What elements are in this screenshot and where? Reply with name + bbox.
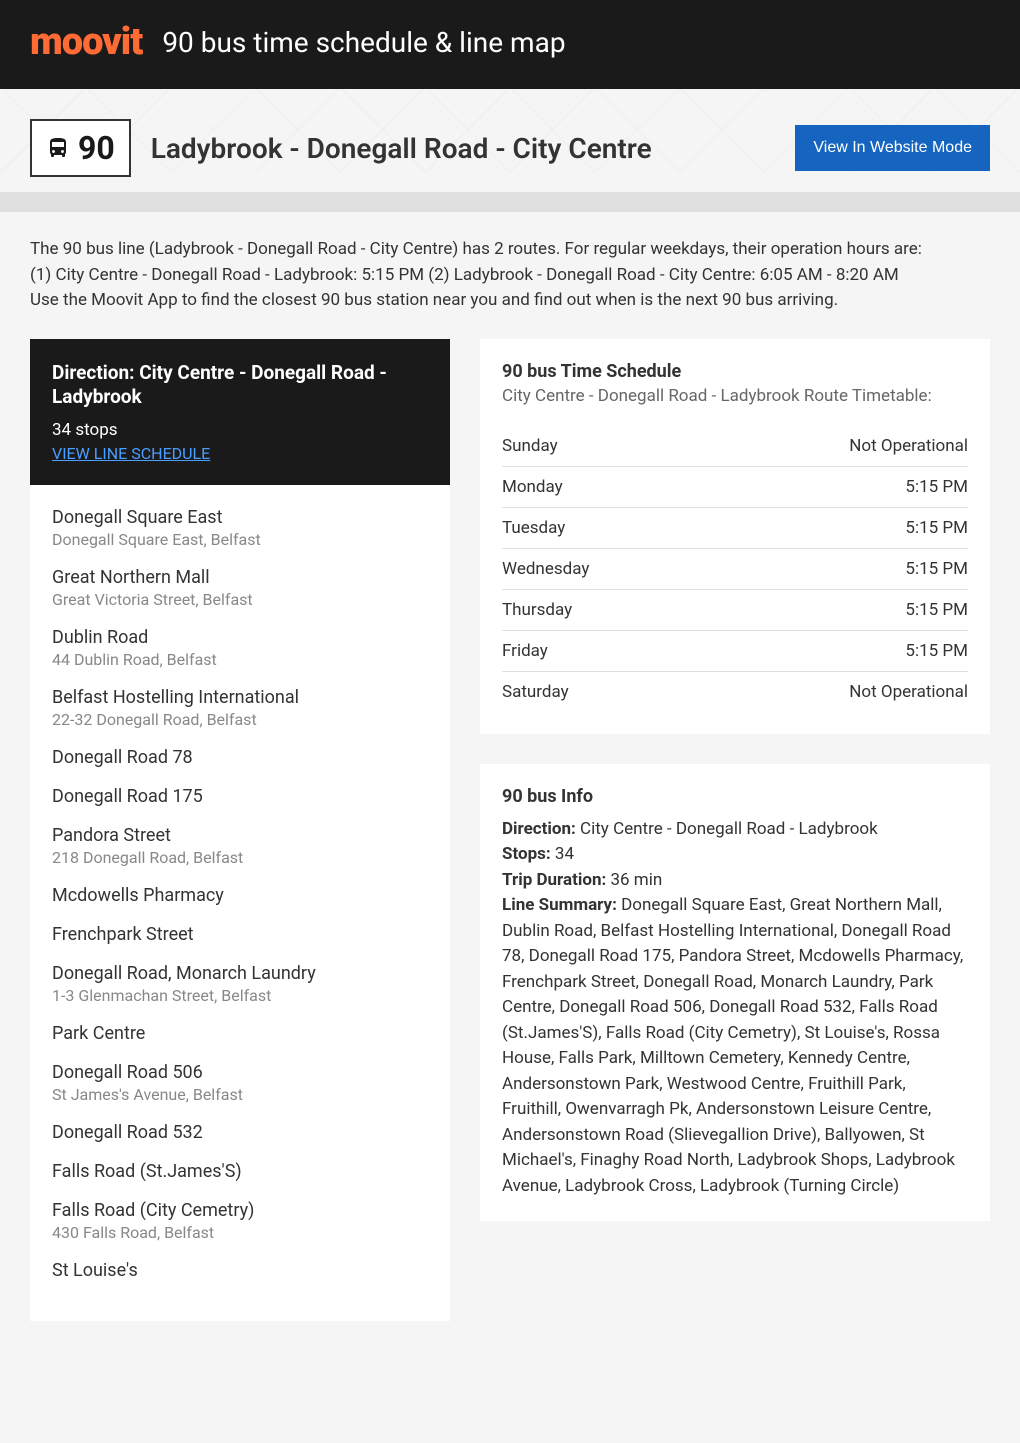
schedule-subtitle: City Centre - Donegall Road - Ladybrook … bbox=[502, 386, 968, 406]
stop-item[interactable]: Donegall Square East Donegall Square East… bbox=[52, 507, 428, 549]
stop-name: Park Centre bbox=[52, 1023, 428, 1044]
stop-item[interactable]: Frenchpark Street bbox=[52, 924, 428, 945]
route-badge: 90 bbox=[30, 119, 131, 177]
info-duration-label: Trip Duration: bbox=[502, 870, 606, 890]
left-column: Direction: City Centre - Donegall Road -… bbox=[30, 339, 450, 1321]
stop-item[interactable]: Pandora Street 218 Donegall Road, Belfast bbox=[52, 825, 428, 867]
stop-item[interactable]: Mcdowells Pharmacy bbox=[52, 885, 428, 906]
direction-card: Direction: City Centre - Donegall Road -… bbox=[30, 339, 450, 485]
schedule-time: Not Operational bbox=[849, 436, 968, 456]
stop-item[interactable]: Dublin Road 44 Dublin Road, Belfast bbox=[52, 627, 428, 669]
website-mode-button[interactable]: View In Website Mode bbox=[795, 125, 990, 171]
route-description: The 90 bus line (Ladybrook - Donegall Ro… bbox=[0, 212, 1020, 339]
moovit-logo: moovit bbox=[30, 20, 142, 64]
stops-list: Donegall Square East Donegall Square East… bbox=[30, 485, 450, 1321]
info-summary-value: Donegall Square East, Great Northern Mal… bbox=[502, 895, 963, 1196]
schedule-day: Thursday bbox=[502, 600, 572, 620]
stop-item[interactable]: Great Northern Mall Great Victoria Street… bbox=[52, 567, 428, 609]
stop-name: Donegall Road 532 bbox=[52, 1122, 428, 1143]
schedule-day: Wednesday bbox=[502, 559, 589, 579]
stop-item[interactable]: Donegall Road 532 bbox=[52, 1122, 428, 1143]
right-column: 90 bus Time Schedule City Centre - Doneg… bbox=[480, 339, 990, 1222]
route-header: 90 Ladybrook - Donegall Road - City Cent… bbox=[0, 89, 1020, 212]
stop-name: Mcdowells Pharmacy bbox=[52, 885, 428, 906]
route-number: 90 bbox=[78, 129, 115, 167]
app-header: moovit 90 bus time schedule & line map bbox=[0, 0, 1020, 89]
stop-item[interactable]: Donegall Road 78 bbox=[52, 747, 428, 768]
stop-name: Donegall Road 506 bbox=[52, 1062, 428, 1083]
schedule-row: Tuesday 5:15 PM bbox=[502, 508, 968, 549]
view-schedule-link[interactable]: VIEW LINE SCHEDULE bbox=[52, 444, 210, 463]
schedule-row: Saturday Not Operational bbox=[502, 672, 968, 712]
main-content: Direction: City Centre - Donegall Road -… bbox=[0, 339, 1020, 1351]
info-summary-label: Line Summary: bbox=[502, 895, 617, 915]
info-stops-label: Stops: bbox=[502, 844, 551, 864]
stop-address: 44 Dublin Road, Belfast bbox=[52, 650, 428, 669]
stop-address: 1-3 Glenmachan Street, Belfast bbox=[52, 986, 428, 1005]
stop-item[interactable]: Falls Road (St.James'S) bbox=[52, 1161, 428, 1182]
stop-item[interactable]: Donegall Road 175 bbox=[52, 786, 428, 807]
schedule-day: Friday bbox=[502, 641, 548, 661]
stop-name: Falls Road (City Cemetry) bbox=[52, 1200, 428, 1221]
schedule-card: 90 bus Time Schedule City Centre - Doneg… bbox=[480, 339, 990, 734]
stop-name: Dublin Road bbox=[52, 627, 428, 648]
info-duration-value: 36 min bbox=[606, 870, 662, 890]
schedule-time: 5:15 PM bbox=[905, 559, 968, 579]
stop-name: Belfast Hostelling International bbox=[52, 687, 428, 708]
stop-name: Great Northern Mall bbox=[52, 567, 428, 588]
bus-icon bbox=[46, 136, 70, 160]
stop-item[interactable]: Belfast Hostelling International 22-32 Do… bbox=[52, 687, 428, 729]
stop-name: Falls Road (St.James'S) bbox=[52, 1161, 428, 1182]
info-direction-label: Direction: bbox=[502, 819, 576, 839]
schedule-time: 5:15 PM bbox=[905, 477, 968, 497]
stop-name: St Louise's bbox=[52, 1260, 428, 1281]
schedule-day: Monday bbox=[502, 477, 563, 497]
stop-item[interactable]: Donegall Road 506 St James's Avenue, Belf… bbox=[52, 1062, 428, 1104]
schedule-day: Tuesday bbox=[502, 518, 565, 538]
schedule-row: Sunday Not Operational bbox=[502, 426, 968, 467]
schedule-rows: SundayNot OperationalMonday5:15 PMTuesda… bbox=[502, 426, 968, 712]
stop-name: Donegall Square East bbox=[52, 507, 428, 528]
schedule-time: 5:15 PM bbox=[905, 600, 968, 620]
schedule-row: Friday 5:15 PM bbox=[502, 631, 968, 672]
schedule-time: Not Operational bbox=[849, 682, 968, 702]
direction-title: Direction: City Centre - Donegall Road -… bbox=[52, 361, 428, 410]
stops-count: 34 stops bbox=[52, 420, 428, 440]
stop-address: 430 Falls Road, Belfast bbox=[52, 1223, 428, 1242]
stop-address: 22-32 Donegall Road, Belfast bbox=[52, 710, 428, 729]
schedule-title: 90 bus Time Schedule bbox=[502, 361, 968, 382]
info-card: 90 bus Info Direction: City Centre - Don… bbox=[480, 764, 990, 1222]
stop-name: Donegall Road, Monarch Laundry bbox=[52, 963, 428, 984]
stop-name: Frenchpark Street bbox=[52, 924, 428, 945]
stop-item[interactable]: Falls Road (City Cemetry) 430 Falls Road,… bbox=[52, 1200, 428, 1242]
info-direction: Direction: City Centre - Donegall Road -… bbox=[502, 817, 968, 843]
stop-item[interactable]: Park Centre bbox=[52, 1023, 428, 1044]
info-stops: Stops: 34 bbox=[502, 842, 968, 868]
page-title: 90 bus time schedule & line map bbox=[162, 26, 565, 59]
stop-address: 218 Donegall Road, Belfast bbox=[52, 848, 428, 867]
schedule-time: 5:15 PM bbox=[905, 518, 968, 538]
schedule-row: Wednesday 5:15 PM bbox=[502, 549, 968, 590]
info-duration: Trip Duration: 36 min bbox=[502, 868, 968, 894]
stop-name: Donegall Road 78 bbox=[52, 747, 428, 768]
stop-item[interactable]: St Louise's bbox=[52, 1260, 428, 1281]
info-summary: Line Summary: Donegall Square East, Grea… bbox=[502, 893, 968, 1199]
stop-address: Donegall Square East, Belfast bbox=[52, 530, 428, 549]
stop-name: Donegall Road 175 bbox=[52, 786, 428, 807]
schedule-row: Monday 5:15 PM bbox=[502, 467, 968, 508]
stop-item[interactable]: Donegall Road, Monarch Laundry 1-3 Glenma… bbox=[52, 963, 428, 1005]
schedule-day: Saturday bbox=[502, 682, 569, 702]
stop-address: Great Victoria Street, Belfast bbox=[52, 590, 428, 609]
schedule-time: 5:15 PM bbox=[905, 641, 968, 661]
info-title: 90 bus Info bbox=[502, 786, 968, 807]
info-direction-value: City Centre - Donegall Road - Ladybrook bbox=[576, 819, 878, 839]
route-name: Ladybrook - Donegall Road - City Centre bbox=[151, 132, 796, 165]
stop-address: St James's Avenue, Belfast bbox=[52, 1085, 428, 1104]
schedule-day: Sunday bbox=[502, 436, 558, 456]
schedule-row: Thursday 5:15 PM bbox=[502, 590, 968, 631]
info-stops-value: 34 bbox=[551, 844, 574, 864]
stop-name: Pandora Street bbox=[52, 825, 428, 846]
